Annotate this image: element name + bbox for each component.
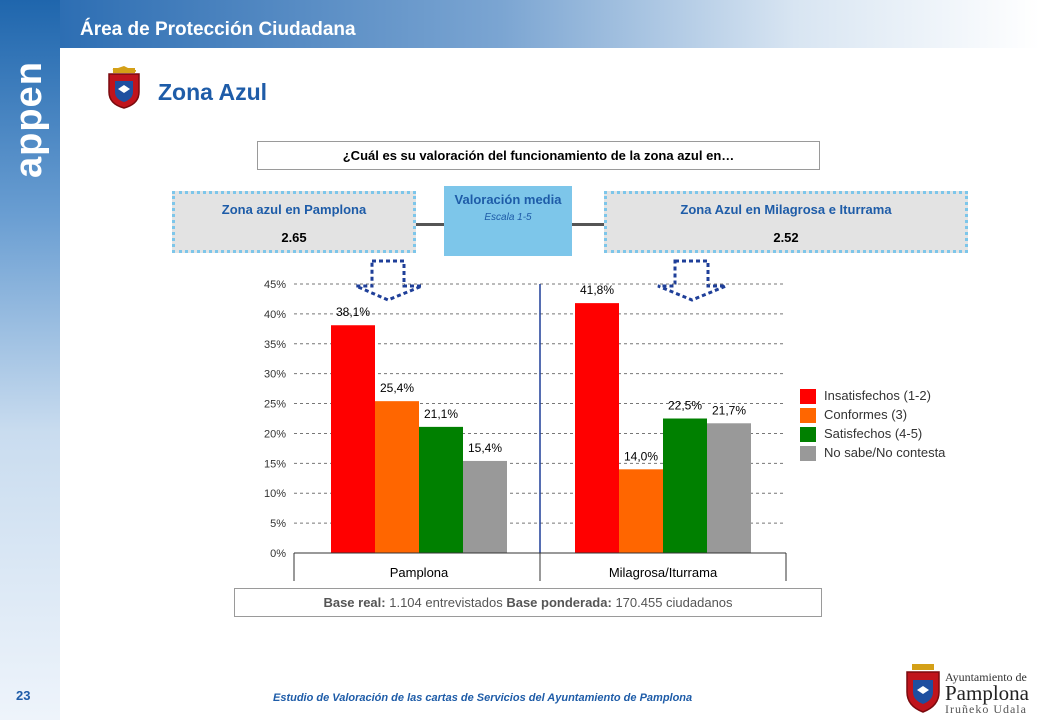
legend-label: Insatisfechos (1-2) — [824, 388, 931, 403]
y-tick-label: 10% — [264, 488, 286, 500]
average-rating-box: Valoración media Escala 1-5 — [444, 186, 572, 256]
milagrosa-rating-value: 2.52 — [773, 230, 799, 245]
legend-label: No sabe/No contesta — [824, 445, 946, 460]
bar — [331, 325, 375, 553]
y-tick-label: 45% — [264, 279, 286, 291]
ayuntamiento-shield-icon — [906, 664, 940, 713]
bar — [463, 460, 507, 553]
pamplona-rating-box: Zona azul en Pamplona 2.65 — [172, 191, 416, 253]
question-box: ¿Cuál es su valoración del funcionamient… — [257, 141, 820, 170]
bar — [663, 418, 707, 553]
bar-value-label: 21,1% — [424, 407, 458, 421]
x-category-label: Pamplona — [390, 565, 449, 580]
bar — [619, 469, 663, 553]
bar-value-label: 21,7% — [712, 403, 746, 417]
left-down-arrow-icon — [355, 259, 423, 302]
y-tick-label: 0% — [270, 548, 286, 560]
y-tick-label: 25% — [264, 399, 286, 411]
legend-label: Satisfechos (4-5) — [824, 426, 923, 441]
legend-swatch — [800, 427, 816, 442]
legend-swatch — [800, 389, 816, 404]
bar — [375, 401, 419, 553]
base-real-value: 1.104 entrevistados — [389, 595, 503, 610]
page-number: 23 — [16, 688, 31, 703]
bar-value-label: 15,4% — [468, 441, 502, 455]
y-tick-label: 35% — [264, 339, 286, 351]
legend-label: Conformes (3) — [824, 407, 908, 422]
right-down-arrow-icon — [657, 259, 727, 302]
connector-left — [414, 223, 446, 226]
bar-value-label: 22,5% — [668, 399, 702, 413]
bar-value-label: 25,4% — [380, 381, 414, 395]
bar — [707, 423, 751, 553]
y-tick-label: 30% — [264, 369, 286, 381]
bar-value-label: 41,8% — [580, 283, 614, 297]
ayuntamiento-line3: Iruñeko Udala — [945, 702, 1027, 716]
base-pond-value: 170.455 ciudadanos — [615, 595, 733, 610]
connector-right — [572, 223, 606, 226]
average-rating-title: Valoración media — [454, 192, 562, 207]
bar-value-label: 14,0% — [624, 449, 658, 463]
bar — [419, 426, 463, 553]
y-tick-label: 20% — [264, 428, 286, 440]
bar — [575, 303, 619, 553]
header-title: Área de Protección Ciudadana — [80, 19, 356, 40]
base-real-label: Base real: — [323, 595, 386, 610]
x-category-label: Milagrosa/Iturrama — [609, 565, 718, 580]
base-pond-label: Base ponderada: — [506, 595, 612, 610]
base-info-box: Base real: 1.104 entrevistados Base pond… — [234, 588, 822, 617]
header-bar: Área de Protección Ciudadana — [60, 0, 1040, 48]
ayuntamiento-line2: Pamplona — [945, 681, 1029, 705]
average-rating-scale: Escala 1-5 — [484, 212, 532, 223]
left-sidebar: appen — [0, 0, 60, 720]
y-tick-label: 5% — [270, 518, 286, 530]
pamplona-rating-value: 2.65 — [281, 230, 307, 245]
footer-text: Estudio de Valoración de las cartas de S… — [273, 692, 693, 704]
ayuntamiento-line1: Ayuntamiento de — [945, 670, 1027, 684]
bar-value-label: 38,1% — [336, 305, 370, 319]
y-tick-label: 15% — [264, 458, 286, 470]
page-title: Zona Azul — [158, 79, 268, 105]
legend-swatch — [800, 408, 816, 423]
pamplona-shield-icon — [108, 66, 140, 109]
milagrosa-rating-title: Zona Azul en Milagrosa e Iturrama — [680, 202, 892, 217]
legend-swatch — [800, 446, 816, 461]
milagrosa-rating-box: Zona Azul en Milagrosa e Iturrama 2.52 — [604, 191, 968, 253]
pamplona-rating-title: Zona azul en Pamplona — [221, 202, 367, 217]
y-tick-label: 40% — [264, 309, 286, 321]
